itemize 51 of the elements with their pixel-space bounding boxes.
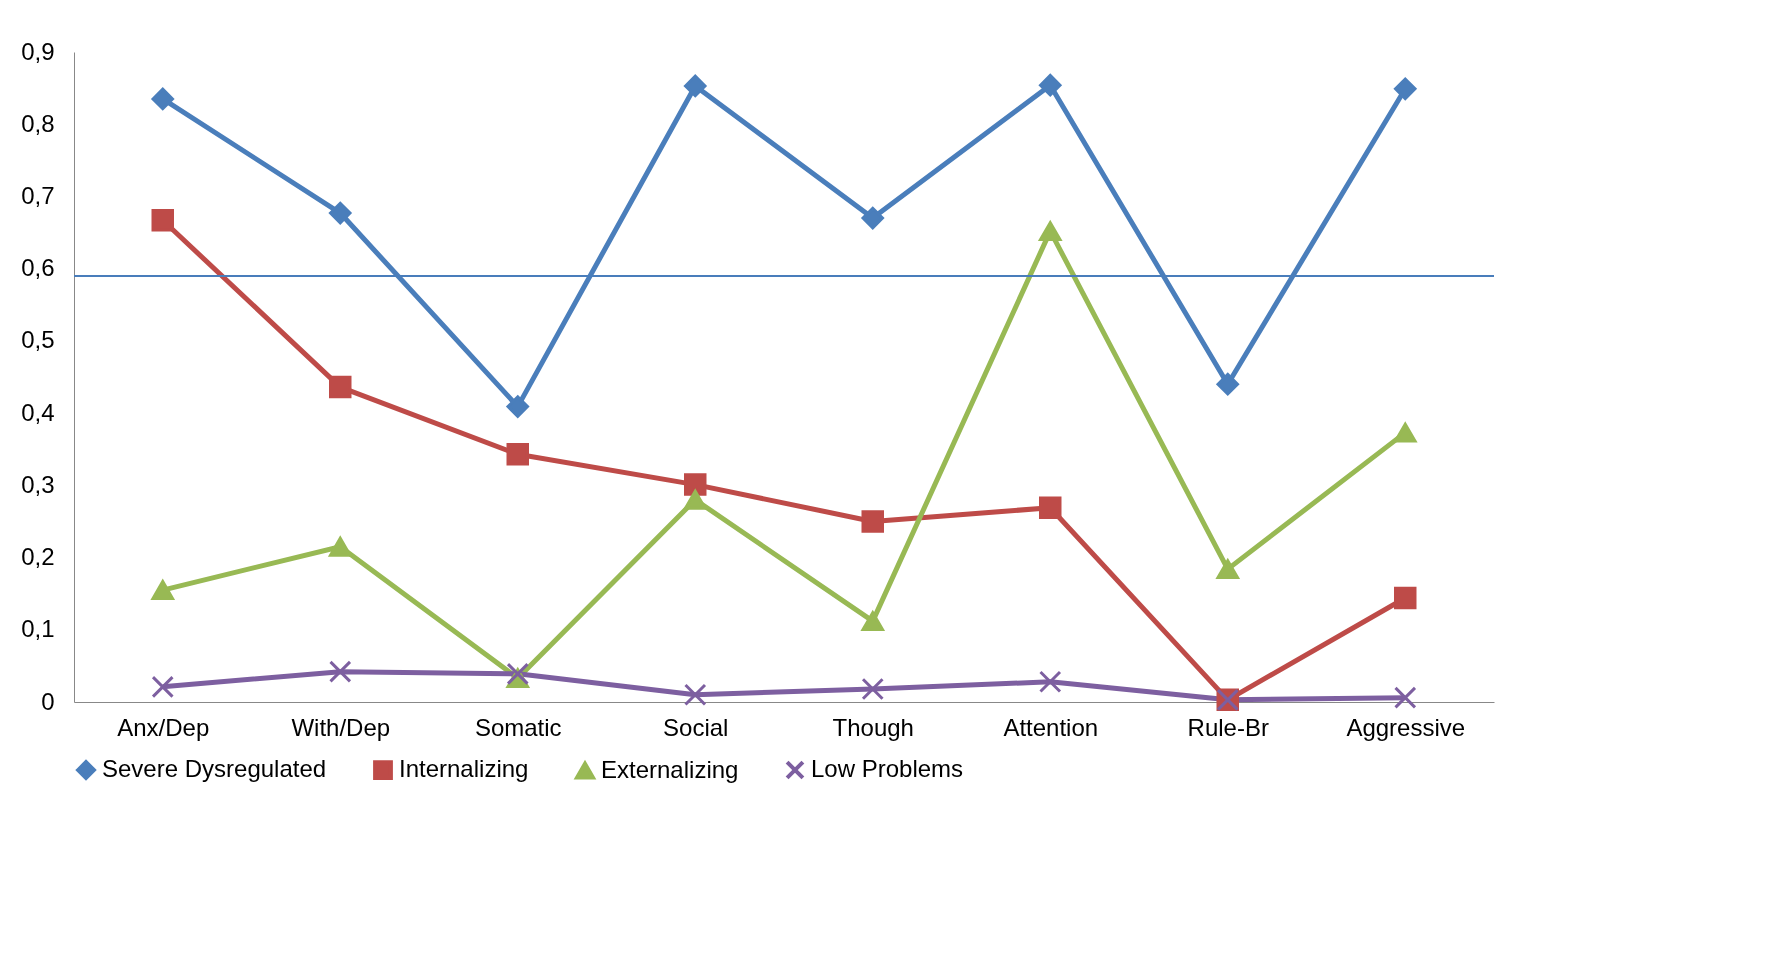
y-tick-label: 0,4 bbox=[21, 398, 55, 426]
legend-label: Low Problems bbox=[811, 755, 964, 783]
point bbox=[151, 580, 174, 600]
point bbox=[329, 536, 352, 557]
y-tick-label: 0,6 bbox=[21, 254, 55, 282]
point bbox=[151, 87, 174, 111]
point bbox=[861, 677, 884, 701]
point bbox=[1394, 422, 1417, 443]
point bbox=[861, 206, 884, 230]
point bbox=[1394, 686, 1417, 709]
point bbox=[1039, 73, 1062, 97]
point bbox=[1039, 670, 1062, 694]
y-tick-label: 0,1 bbox=[21, 615, 55, 643]
point bbox=[861, 510, 884, 533]
legend-label: Externalizing bbox=[601, 755, 739, 783]
point bbox=[506, 662, 529, 686]
y-tick-label: 0,3 bbox=[21, 470, 55, 498]
y-tick-label: 0,7 bbox=[21, 181, 55, 209]
y-tick-label: 0,5 bbox=[21, 326, 55, 354]
point bbox=[329, 375, 352, 399]
point bbox=[1039, 221, 1062, 242]
point bbox=[1216, 372, 1239, 396]
point bbox=[684, 473, 707, 496]
x-tick-label: Social bbox=[663, 713, 729, 741]
x-tick-label: Though bbox=[832, 713, 914, 741]
x-tick-label: Aggressive bbox=[1346, 713, 1466, 741]
point bbox=[329, 660, 352, 683]
point bbox=[684, 683, 707, 707]
x-tick-label: Anx/Dep bbox=[117, 713, 210, 741]
y-tick-label: 0 bbox=[41, 687, 55, 715]
y-tick-label: 0,2 bbox=[21, 543, 55, 571]
point bbox=[1216, 559, 1239, 580]
point bbox=[506, 443, 529, 466]
point bbox=[329, 201, 352, 225]
legend-label: Internalizing bbox=[399, 755, 529, 783]
x-tick-label: Somatic bbox=[474, 713, 562, 741]
point bbox=[506, 395, 529, 418]
y-tick-label: 0,9 bbox=[21, 37, 55, 65]
point bbox=[684, 489, 707, 510]
point bbox=[151, 675, 174, 699]
point bbox=[1039, 496, 1062, 519]
y-tick-label: 0,8 bbox=[21, 109, 55, 137]
legend-label: Severe Dysregulated bbox=[102, 755, 327, 783]
x-tick-label: Attention bbox=[1003, 713, 1099, 741]
point bbox=[1394, 77, 1417, 101]
point bbox=[861, 611, 884, 632]
x-tick-label: Rule-Br bbox=[1187, 713, 1269, 741]
point bbox=[151, 209, 174, 232]
point bbox=[1394, 586, 1417, 610]
point bbox=[684, 74, 707, 98]
x-tick-label: With/Dep bbox=[291, 713, 391, 741]
